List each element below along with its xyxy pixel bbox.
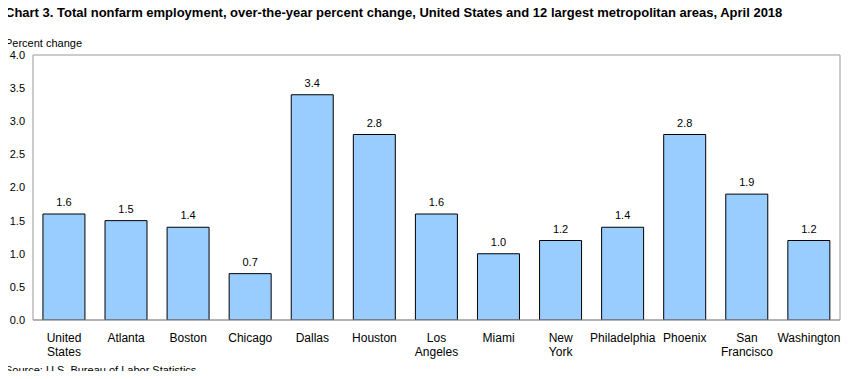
html-text:Percent change: Percent change bbox=[5, 37, 83, 49]
svg-text:2.8: 2.8 bbox=[677, 117, 692, 129]
svg-text:1.0: 1.0 bbox=[10, 248, 25, 260]
svg-text:1.6: 1.6 bbox=[56, 196, 71, 208]
svg-text:1.0: 1.0 bbox=[491, 236, 506, 248]
svg-text:1.2: 1.2 bbox=[801, 223, 816, 235]
svg-text:1.5: 1.5 bbox=[10, 215, 25, 227]
html-text:Chart 3. Total nonfarm employm: Chart 3. Total nonfarm employment, over-… bbox=[5, 5, 783, 20]
svg-text:LosAngeles: LosAngeles bbox=[415, 331, 458, 359]
svg-text:1.5: 1.5 bbox=[118, 203, 133, 215]
svg-text:Boston: Boston bbox=[170, 331, 207, 345]
svg-text:1.6: 1.6 bbox=[429, 196, 444, 208]
svg-text:0.5: 0.5 bbox=[10, 281, 25, 293]
svg-text:2.0: 2.0 bbox=[10, 181, 25, 193]
svg-text:3.0: 3.0 bbox=[10, 115, 25, 127]
svg-text:Miami: Miami bbox=[483, 331, 515, 345]
svg-text:NewYork: NewYork bbox=[549, 331, 574, 359]
svg-text:3.4: 3.4 bbox=[305, 77, 320, 89]
svg-text:Washington: Washington bbox=[777, 331, 840, 345]
svg-text:3.5: 3.5 bbox=[10, 82, 25, 94]
svg-text:4.0: 4.0 bbox=[10, 49, 25, 61]
svg-text:Philadelphia: Philadelphia bbox=[590, 331, 656, 345]
svg-text:2.5: 2.5 bbox=[10, 148, 25, 160]
svg-text:UnitedStates: UnitedStates bbox=[47, 331, 82, 359]
svg-text:0.7: 0.7 bbox=[243, 256, 258, 268]
svg-text:Atlanta: Atlanta bbox=[107, 331, 145, 345]
svg-text:Houston: Houston bbox=[352, 331, 397, 345]
svg-text:Phoenix: Phoenix bbox=[663, 331, 706, 345]
svg-text:1.4: 1.4 bbox=[615, 209, 630, 221]
svg-text:Dallas: Dallas bbox=[296, 331, 329, 345]
html-text:Source: U.S. Bureau of Labor S: Source: U.S. Bureau of Labor Statistics. bbox=[5, 364, 200, 376]
svg-text:1.9: 1.9 bbox=[739, 176, 754, 188]
svg-text:Chicago: Chicago bbox=[228, 331, 272, 345]
svg-text:0.0: 0.0 bbox=[10, 314, 25, 326]
svg-text:1.4: 1.4 bbox=[180, 209, 195, 221]
svg-text:SanFrancisco: SanFrancisco bbox=[721, 331, 773, 359]
svg-text:1.2: 1.2 bbox=[553, 223, 568, 235]
svg-text:2.8: 2.8 bbox=[367, 117, 382, 129]
